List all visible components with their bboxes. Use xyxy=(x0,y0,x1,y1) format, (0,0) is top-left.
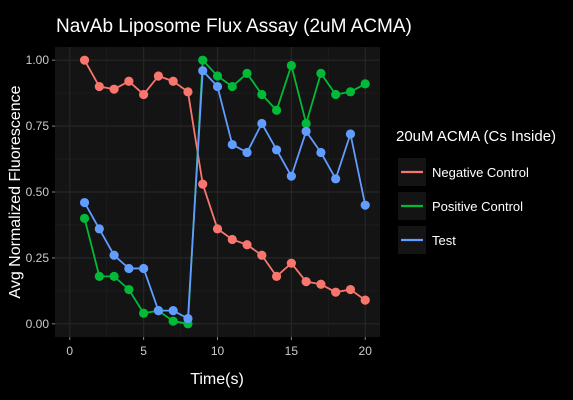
series-line-positive-control xyxy=(83,59,366,325)
data-point xyxy=(286,171,296,181)
series-negative-control xyxy=(79,55,370,305)
data-point xyxy=(257,118,267,129)
data-point xyxy=(212,71,223,81)
y-tick-label: 0.25 xyxy=(26,251,50,265)
legend-item-positive-control: Positive Control xyxy=(398,192,523,220)
legend-item-test: Test xyxy=(398,226,456,254)
x-tick-label: 20 xyxy=(359,344,373,358)
data-point xyxy=(360,79,370,89)
data-point xyxy=(271,105,282,115)
chart-title: NavAb Liposome Flux Assay (2uM ACMA) xyxy=(56,16,412,37)
data-point xyxy=(242,68,252,78)
legend-label: Positive Control xyxy=(432,199,523,214)
y-axis-title: Avg Normalized Fluorescence xyxy=(7,85,24,298)
x-tick-label: 10 xyxy=(211,344,225,358)
x-axis-title: Time(s) xyxy=(190,371,244,388)
data-point xyxy=(109,250,119,260)
data-point xyxy=(257,250,267,260)
data-point xyxy=(79,213,90,223)
series-positive-control xyxy=(79,55,370,329)
data-point xyxy=(124,76,134,86)
data-point xyxy=(331,287,341,297)
data-point xyxy=(79,197,90,208)
data-point xyxy=(316,68,326,78)
data-point xyxy=(345,129,356,139)
data-point xyxy=(301,118,311,129)
y-axis-ticks: 0.00 0.25 0.50 0.75 1.00 xyxy=(26,53,55,331)
data-point xyxy=(331,174,341,184)
data-point xyxy=(345,87,356,97)
legend-label: Negative Control xyxy=(432,165,529,180)
data-point xyxy=(212,224,223,234)
x-axis-ticks: 0 5 10 15 20 xyxy=(66,337,372,358)
data-point xyxy=(331,89,341,100)
data-point xyxy=(316,279,326,289)
y-tick-label: 0.00 xyxy=(26,317,50,331)
data-point xyxy=(124,263,134,274)
data-point xyxy=(227,139,237,150)
data-point xyxy=(198,55,208,65)
data-point xyxy=(94,81,104,92)
data-point xyxy=(271,271,282,281)
data-point xyxy=(257,89,267,100)
data-point xyxy=(301,277,311,287)
data-point xyxy=(316,147,326,158)
data-point xyxy=(124,284,134,295)
data-point xyxy=(286,258,296,268)
data-point xyxy=(242,147,252,158)
data-point xyxy=(94,271,104,281)
data-point xyxy=(153,71,164,81)
data-point xyxy=(198,66,208,76)
x-tick-label: 15 xyxy=(285,344,299,358)
data-point xyxy=(168,76,178,86)
data-point xyxy=(109,271,119,281)
series-test xyxy=(79,66,370,324)
data-point xyxy=(242,240,252,250)
data-point xyxy=(227,81,237,92)
series-layer xyxy=(79,55,370,329)
data-point xyxy=(286,60,296,71)
data-point xyxy=(109,84,119,94)
y-tick-label: 1.00 xyxy=(26,53,50,67)
data-point xyxy=(168,306,178,316)
data-point xyxy=(153,306,164,316)
data-point xyxy=(301,126,311,136)
data-point xyxy=(345,284,356,295)
data-point xyxy=(139,308,149,318)
data-point xyxy=(360,295,370,305)
data-point xyxy=(271,145,282,155)
x-tick-label: 5 xyxy=(140,344,147,358)
legend-label: Test xyxy=(432,233,456,248)
grid xyxy=(55,47,380,337)
legend: 20uM ACMA (Cs Inside) Negative Control Po… xyxy=(396,128,556,254)
data-point xyxy=(360,200,370,210)
data-point xyxy=(139,89,149,100)
x-tick-label: 0 xyxy=(66,344,73,358)
legend-title: 20uM ACMA (Cs Inside) xyxy=(396,128,556,145)
data-point xyxy=(212,81,223,92)
data-point xyxy=(139,263,149,274)
data-point xyxy=(79,55,90,65)
data-point xyxy=(198,179,208,189)
data-point xyxy=(183,313,193,324)
data-point xyxy=(168,316,178,326)
y-tick-label: 0.50 xyxy=(26,185,50,199)
y-tick-label: 0.75 xyxy=(26,119,50,133)
data-point xyxy=(94,224,104,234)
legend-item-negative-control: Negative Control xyxy=(398,158,529,186)
data-point xyxy=(183,87,193,97)
data-point xyxy=(227,234,237,245)
